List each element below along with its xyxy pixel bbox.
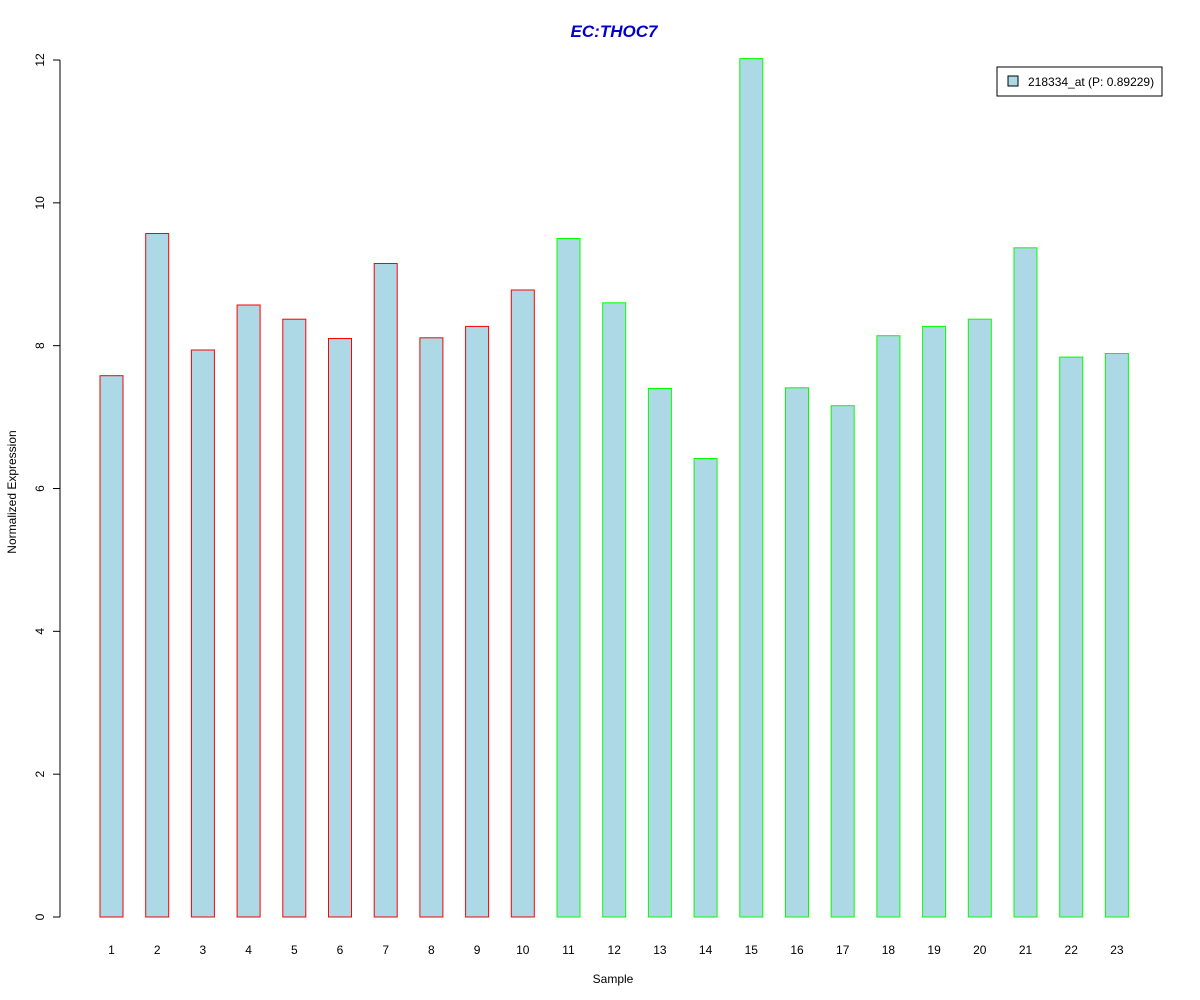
bar-sample-1 (99, 375, 124, 918)
x-axis-tick-label: 6 (337, 943, 344, 957)
legend-swatch (1007, 75, 1019, 87)
bar-sample-8 (419, 337, 444, 918)
x-axis-tick-label: 15 (745, 943, 759, 957)
x-axis-tick-label: 1 (108, 943, 115, 957)
x-axis-tick-label: 8 (428, 943, 435, 957)
y-axis-tick-label: 6 (33, 485, 47, 492)
y-axis-label: Normalized Expression (5, 430, 19, 553)
x-axis-tick-label: 16 (790, 943, 804, 957)
x-axis-tick-label: 14 (699, 943, 713, 957)
y-axis-tick-label: 12 (33, 53, 47, 67)
x-axis-tick-label: 2 (154, 943, 161, 957)
x-axis-tick-label: 11 (562, 943, 575, 957)
bar-sample-9 (465, 325, 490, 918)
x-axis-tick-label: 20 (973, 943, 987, 957)
bar-sample-10 (510, 289, 535, 918)
bar-sample-11 (556, 238, 581, 918)
x-axis-label: Sample (593, 972, 634, 986)
x-axis-tick-label: 7 (382, 943, 389, 957)
x-axis-tick-label: 18 (882, 943, 896, 957)
y-axis-tick-label: 4 (33, 628, 47, 635)
x-axis-tick-label: 10 (516, 943, 530, 957)
y-axis-tick-label: 8 (33, 342, 47, 349)
bar-sample-22 (1059, 356, 1084, 918)
x-axis-tick-label: 9 (474, 943, 481, 957)
x-axis-tick-label: 21 (1019, 943, 1033, 957)
bar-sample-15 (739, 58, 764, 918)
bar-sample-16 (785, 387, 809, 918)
bar-sample-21 (1013, 247, 1038, 918)
y-axis-tick-label: 2 (33, 771, 47, 778)
bar-sample-17 (830, 405, 855, 918)
bar-sample-4 (236, 304, 261, 918)
x-axis-tick-label: 17 (836, 943, 850, 957)
bar-sample-3 (190, 349, 215, 918)
y-axis-tick-label: 10 (33, 196, 47, 210)
legend-entry-label: 218334_at (P: 0.89229) (1028, 75, 1154, 89)
bar-sample-12 (602, 302, 627, 918)
x-axis-tick-label: 13 (653, 943, 667, 957)
bar-sample-2 (145, 233, 170, 918)
x-axis-tick-label: 4 (245, 943, 252, 957)
bar-sample-6 (328, 338, 352, 918)
y-axis-tick-label: 0 (33, 913, 47, 920)
x-axis-tick-label: 22 (1065, 943, 1079, 957)
bar-sample-18 (876, 335, 901, 918)
bars (99, 58, 1129, 918)
bar-sample-20 (967, 318, 992, 918)
chart-title: EC:THOC7 (571, 22, 659, 41)
y-axis: 0 2 4 6 8 10 12 (33, 53, 61, 920)
bar-sample-7 (373, 263, 398, 918)
bar-sample-5 (282, 318, 307, 918)
bar-sample-23 (1104, 353, 1129, 918)
bar-sample-13 (647, 388, 672, 918)
bar-sample-14 (693, 458, 718, 918)
x-axis-tick-label: 3 (200, 943, 207, 957)
legend: 218334_at (P: 0.89229) (996, 66, 1163, 97)
x-axis-tick-label: 19 (927, 943, 941, 957)
bar-sample-19 (922, 325, 947, 918)
x-axis-tick-label: 5 (291, 943, 298, 957)
legend-box (996, 66, 1163, 97)
x-axis-tick-labels: 1 2 3 4 5 6 7 8 9 10 11 12 13 14 15 16 17 18 19 20 21 22 23 (108, 943, 1124, 957)
x-axis-tick-label: 23 (1110, 943, 1124, 957)
x-axis-tick-label: 12 (608, 943, 622, 957)
